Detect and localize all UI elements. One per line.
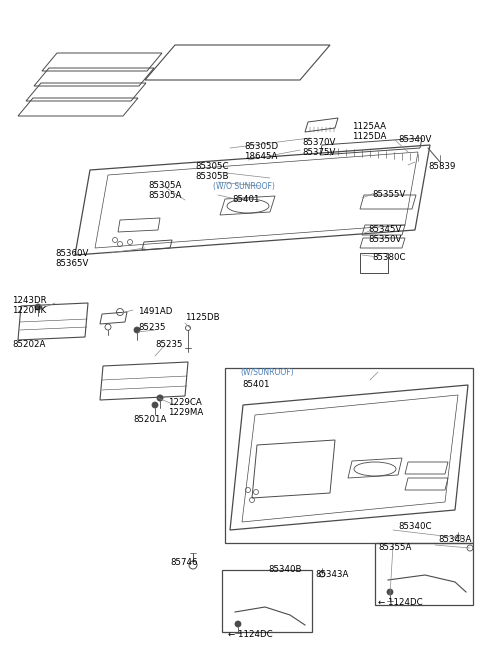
- Circle shape: [387, 589, 393, 595]
- Text: 85305D: 85305D: [244, 142, 278, 151]
- Text: 1220HK: 1220HK: [12, 306, 46, 315]
- Bar: [375, 543, 473, 605]
- Text: (W/O SUNROOF): (W/O SUNROOF): [213, 182, 275, 191]
- Text: 18645A: 18645A: [244, 152, 277, 161]
- Text: 85375V: 85375V: [302, 148, 336, 157]
- Circle shape: [152, 402, 158, 408]
- Text: (W/SUNROOF): (W/SUNROOF): [240, 368, 294, 377]
- Text: 85305C: 85305C: [195, 162, 228, 171]
- Text: 1491AD: 1491AD: [138, 307, 172, 316]
- Circle shape: [35, 304, 41, 310]
- Bar: [222, 570, 312, 632]
- Text: 1243DR: 1243DR: [12, 296, 47, 305]
- Text: 85355V: 85355V: [372, 190, 406, 199]
- Text: 85370V: 85370V: [302, 138, 336, 147]
- Text: 1229CA: 1229CA: [168, 398, 202, 407]
- Text: 1125AA: 1125AA: [352, 122, 386, 131]
- Text: 85380C: 85380C: [372, 253, 406, 262]
- Text: 85201A: 85201A: [133, 415, 167, 424]
- Text: 85235: 85235: [155, 340, 182, 349]
- Text: 1229MA: 1229MA: [168, 408, 203, 417]
- Text: 85343A: 85343A: [438, 535, 471, 544]
- Circle shape: [235, 621, 241, 627]
- Text: 85401: 85401: [242, 380, 269, 389]
- Text: 1125DA: 1125DA: [352, 132, 386, 141]
- Bar: [360, 253, 388, 273]
- Text: ← 1124DC: ← 1124DC: [228, 630, 273, 639]
- Text: 85305B: 85305B: [195, 172, 228, 181]
- Circle shape: [134, 327, 140, 333]
- Text: 85202A: 85202A: [12, 340, 46, 349]
- Bar: [225, 368, 473, 543]
- Text: 85340V: 85340V: [398, 135, 432, 144]
- Text: 85401: 85401: [232, 195, 260, 204]
- Text: 85235: 85235: [138, 323, 166, 332]
- Text: 85365V: 85365V: [55, 259, 88, 268]
- Text: 85340C: 85340C: [398, 522, 432, 531]
- Text: 85343A: 85343A: [315, 570, 348, 579]
- Circle shape: [157, 395, 163, 401]
- Text: 1125DB: 1125DB: [185, 313, 220, 322]
- Text: 85350V: 85350V: [368, 235, 401, 244]
- Text: 85360V: 85360V: [55, 249, 88, 258]
- Text: 85839: 85839: [428, 162, 456, 171]
- Text: 85305A: 85305A: [148, 191, 181, 200]
- Text: 85345V: 85345V: [368, 225, 401, 234]
- Text: 85746: 85746: [170, 558, 197, 567]
- Text: 85355A: 85355A: [378, 543, 411, 552]
- Text: ← 1124DC: ← 1124DC: [378, 598, 422, 607]
- Text: 85340B: 85340B: [268, 565, 301, 574]
- Text: 85305A: 85305A: [148, 181, 181, 190]
